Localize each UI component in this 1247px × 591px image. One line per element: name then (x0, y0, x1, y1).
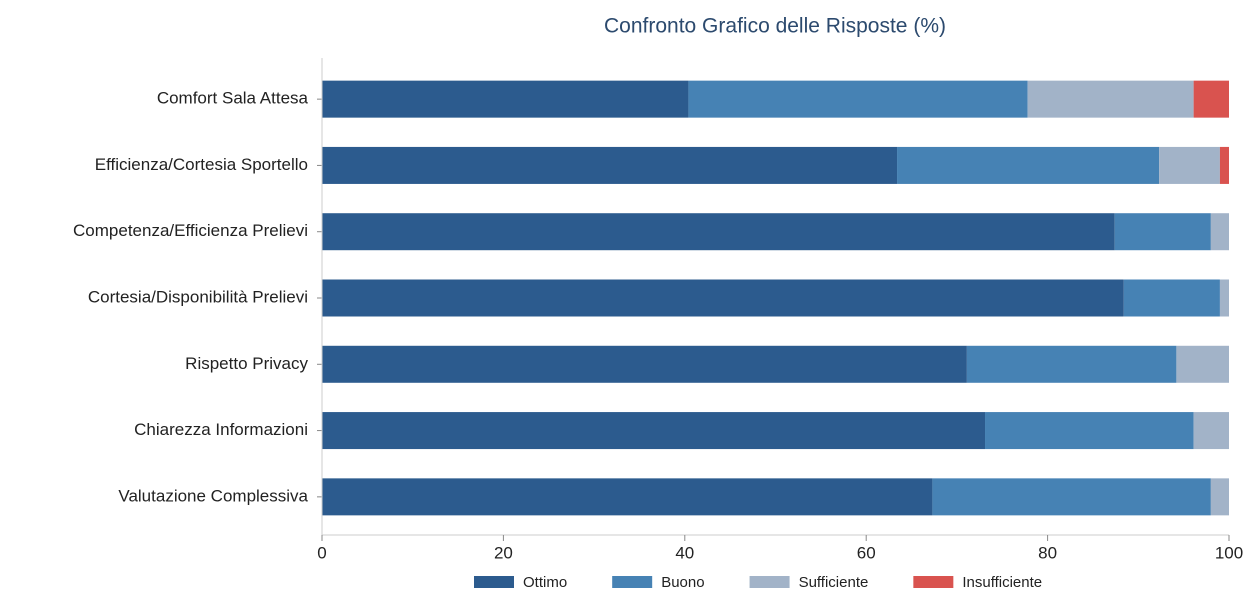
bar-segment (1210, 478, 1229, 516)
y-tick-label: Comfort Sala Attesa (157, 89, 309, 108)
bar-segment (1219, 279, 1229, 317)
bar-segment (322, 279, 1124, 317)
legend-swatch (474, 576, 514, 588)
x-tick-label: 80 (1038, 543, 1057, 562)
bar-segment (322, 146, 898, 184)
y-tick-label: Chiarezza Informazioni (134, 420, 308, 439)
bar-segment (688, 80, 1028, 118)
legend-swatch (749, 576, 790, 588)
bar-segment (897, 146, 1160, 184)
bar-segment (966, 345, 1177, 383)
bar-segment (1159, 146, 1220, 184)
y-tick-label: Rispetto Privacy (185, 354, 308, 373)
x-tick-label: 60 (857, 543, 876, 562)
legend-label: Insufficiente (962, 574, 1042, 591)
x-tick-label: 0 (317, 543, 326, 562)
bar-segment (1193, 412, 1229, 450)
y-tick-label: Competenza/Efficienza Prelievi (73, 221, 308, 240)
legend-label: Sufficiente (799, 574, 869, 591)
bar-segment (1219, 146, 1229, 184)
bar-segment (1123, 279, 1220, 317)
bar-segment (322, 213, 1115, 251)
legend-label: Ottimo (523, 574, 567, 591)
bar-segment (322, 80, 689, 118)
bar-segment (1176, 345, 1229, 383)
bar-segment (1193, 80, 1229, 118)
y-tick-label: Cortesia/Disponibilità Prelievi (88, 287, 308, 306)
bar-segment (322, 345, 967, 383)
y-tick-label: Valutazione Complessiva (118, 486, 308, 505)
bar-segment (985, 412, 1194, 450)
legend-label: Buono (661, 574, 704, 591)
legend-swatch (913, 576, 954, 588)
bar-segment (1114, 213, 1211, 251)
legend-swatch (612, 576, 653, 588)
bar-segment (1210, 213, 1229, 251)
bar-segment (322, 412, 986, 450)
x-tick-label: 20 (494, 543, 513, 562)
bar-segment (932, 478, 1211, 516)
bar-segment (1027, 80, 1194, 118)
x-tick-label: 40 (675, 543, 694, 562)
y-tick-label: Efficienza/Cortesia Sportello (95, 155, 308, 174)
bar-segment (322, 478, 933, 516)
x-tick-label: 100 (1215, 543, 1243, 562)
chart-title: Confronto Grafico delle Risposte (%) (604, 15, 946, 38)
